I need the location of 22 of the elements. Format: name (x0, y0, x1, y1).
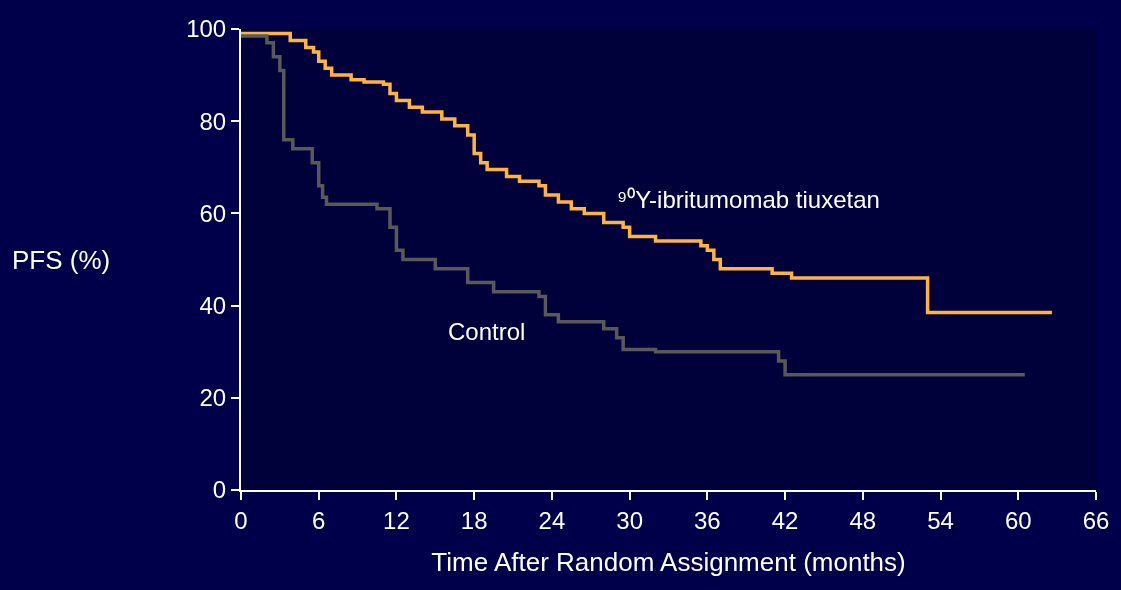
series-label: ⁹⁰Y-ibritumomab tiuxetan (617, 186, 880, 213)
series-label: Control (448, 318, 526, 345)
x-tick-label: 30 (616, 506, 643, 534)
x-tick-label: 36 (694, 506, 721, 534)
y-tick-label: 40 (199, 292, 227, 319)
x-tick-label: 48 (849, 506, 877, 534)
y-tick-label: 80 (199, 107, 227, 135)
y-tick-label: 20 (199, 384, 227, 412)
y-tick-label: 100 (186, 15, 227, 43)
x-tick-label: 24 (538, 506, 566, 534)
x-tick-label: 18 (460, 506, 488, 534)
x-tick-label: 12 (383, 506, 410, 534)
x-tick-label: 60 (1004, 506, 1032, 534)
x-tick-label: 6 (312, 506, 326, 534)
x-axis-title: Time After Random Assignment (months) (431, 547, 906, 577)
x-tick-label: 66 (1082, 506, 1110, 534)
x-tick-label: 0 (234, 506, 248, 534)
y-tick-label: 0 (212, 476, 227, 504)
x-tick-label: 54 (927, 506, 954, 534)
y-tick-label: 60 (199, 199, 227, 227)
y-axis-title: PFS (%) (12, 245, 111, 275)
x-tick-label: 42 (771, 506, 799, 534)
